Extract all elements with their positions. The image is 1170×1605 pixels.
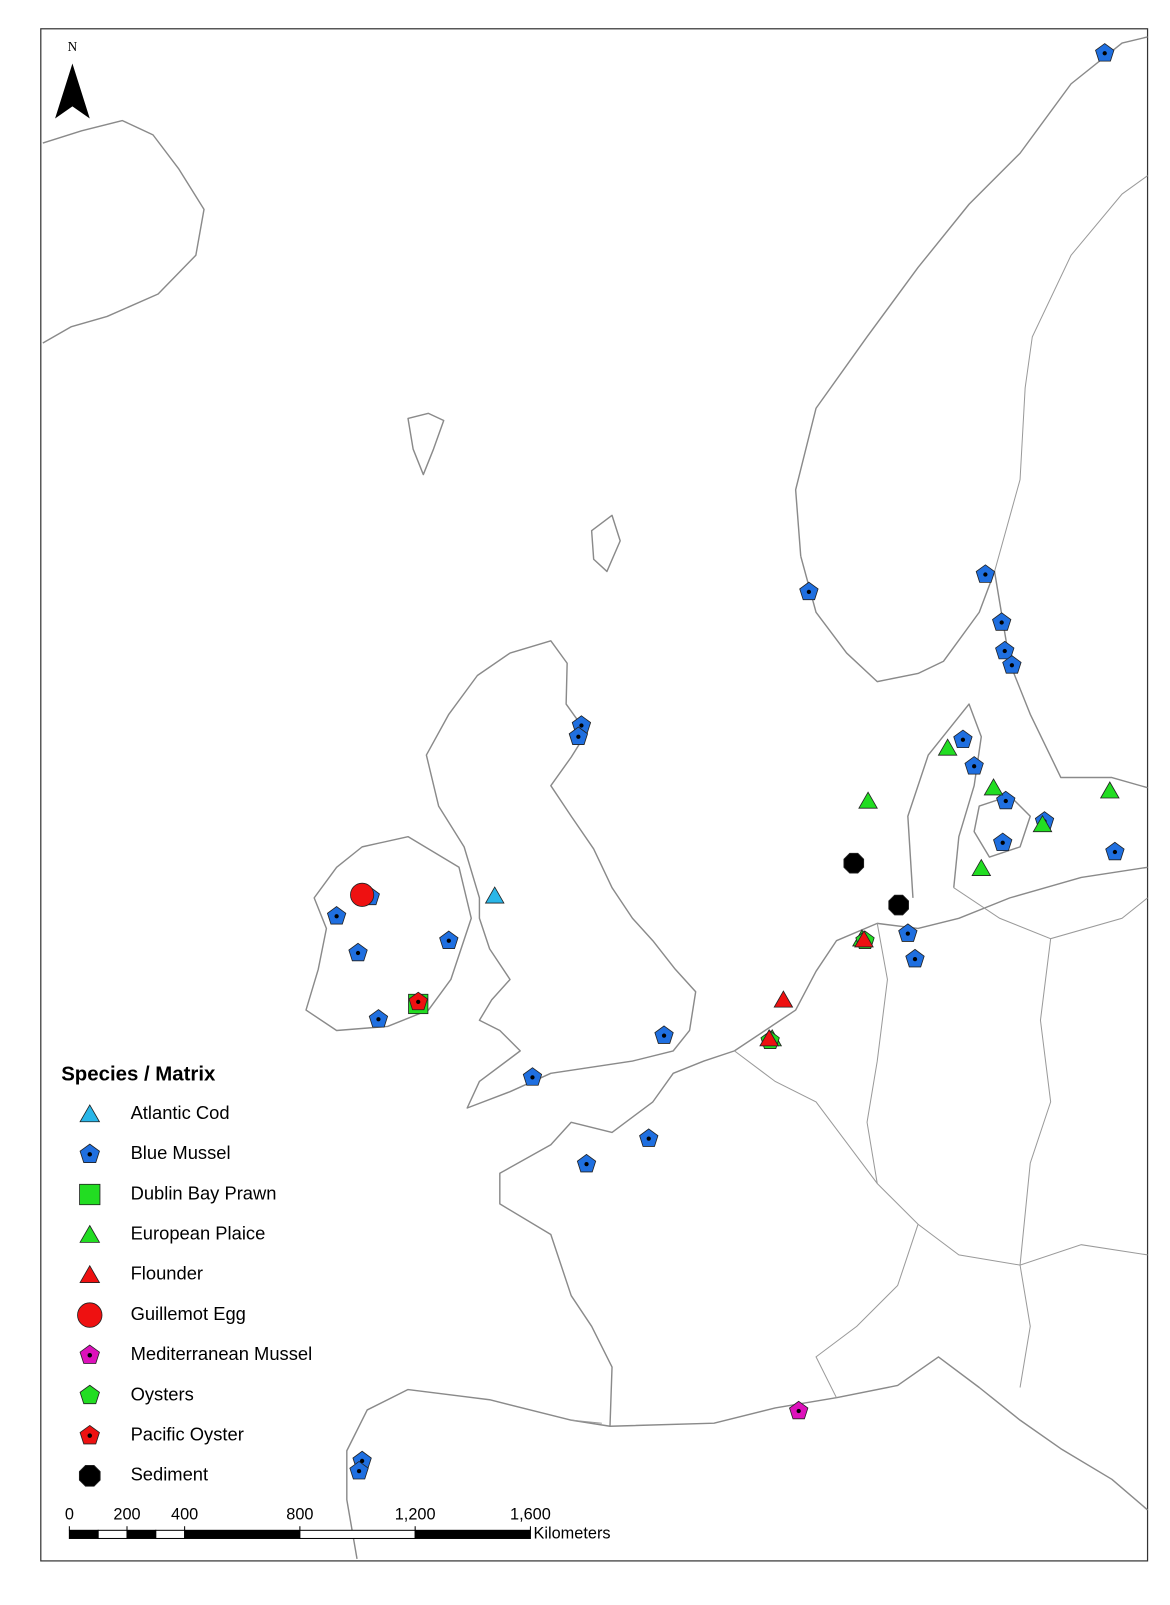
- legend-label: Guillemot Egg: [131, 1303, 246, 1324]
- center-dot: [356, 1469, 362, 1474]
- legend-label: Pacific Oyster: [131, 1423, 244, 1444]
- center-dot: [359, 1458, 365, 1464]
- center-dot: [1102, 51, 1107, 56]
- scale-label: 400: [171, 1505, 198, 1523]
- legend-label: Mediterranean Mussel: [131, 1343, 313, 1364]
- legend-label: Atlantic Cod: [131, 1102, 230, 1123]
- scale-segment: [184, 1529, 301, 1539]
- center-dot: [87, 1152, 93, 1157]
- legend-label: Sediment: [131, 1464, 209, 1485]
- scale-segment: [155, 1529, 186, 1539]
- triangle: [759, 1029, 780, 1047]
- triangle: [1099, 781, 1120, 799]
- center-dot: [905, 931, 910, 936]
- scale-label: 0: [65, 1505, 74, 1523]
- scale-label: 200: [113, 1505, 140, 1523]
- center-dot: [579, 723, 584, 728]
- center-dot: [806, 589, 812, 594]
- octagon: [843, 852, 865, 874]
- center-dot: [87, 1353, 93, 1358]
- center-dot: [355, 950, 361, 956]
- center-dot: [334, 914, 339, 919]
- scale-unit: Kilometers: [533, 1525, 610, 1543]
- triangle: [79, 1104, 101, 1123]
- triangle: [983, 778, 1004, 796]
- triangle: [937, 738, 958, 756]
- center-dot: [1009, 663, 1015, 668]
- center-dot: [1112, 849, 1118, 855]
- legend-label: Dublin Bay Prawn: [131, 1182, 277, 1203]
- circle: [350, 882, 375, 907]
- octagon: [888, 894, 909, 916]
- scale-label: 1,200: [395, 1505, 436, 1523]
- center-dot: [446, 938, 451, 943]
- center-dot: [912, 956, 918, 962]
- north-arrow: N: [55, 39, 90, 119]
- legend-title: Species / Matrix: [61, 1064, 216, 1086]
- scale-segment: [299, 1529, 416, 1539]
- center-dot: [87, 1433, 93, 1438]
- sites: [326, 43, 1125, 1480]
- legend-label: Flounder: [131, 1263, 203, 1284]
- triangle: [79, 1264, 101, 1283]
- center-dot: [796, 1408, 801, 1414]
- coastlines: [42, 36, 1149, 1559]
- map-frame: [40, 28, 1149, 1562]
- scale-segment: [126, 1529, 157, 1539]
- triangle: [1032, 814, 1053, 833]
- scale-label: 1,600: [510, 1505, 551, 1523]
- circle: [77, 1302, 103, 1328]
- triangle: [773, 990, 794, 1008]
- center-dot: [1003, 798, 1008, 804]
- legend-label: European Plaice: [131, 1223, 266, 1244]
- center-dot: [661, 1033, 667, 1038]
- center-dot: [999, 620, 1004, 625]
- center-dot: [530, 1075, 535, 1080]
- legend-label: Blue Mussel: [131, 1142, 231, 1163]
- center-dot: [983, 572, 988, 577]
- center-dot: [1000, 840, 1005, 845]
- center-dot: [376, 1017, 381, 1022]
- octagon: [78, 1465, 101, 1487]
- center-dot: [576, 734, 581, 739]
- legend-label: Oysters: [131, 1383, 194, 1404]
- center-dot: [584, 1161, 589, 1167]
- center-dot: [960, 737, 966, 742]
- scale-segment: [68, 1529, 99, 1539]
- scale-bar: 0 200 400 800 1,200 1,600 Kilometers: [65, 1505, 611, 1542]
- triangle: [79, 1224, 101, 1243]
- center-dot: [972, 764, 977, 769]
- scale-label: 800: [286, 1505, 313, 1523]
- triangle: [858, 791, 878, 809]
- triangle: [854, 930, 874, 948]
- triangle: [484, 886, 505, 904]
- north-label: N: [68, 39, 78, 54]
- center-dot: [416, 999, 421, 1005]
- scale-segment: [97, 1529, 128, 1539]
- legend: Atlantic Cod Blue Mussel Dublin Bay Prawn E…: [77, 1102, 313, 1487]
- scale-segment: [414, 1529, 531, 1539]
- center-dot: [1002, 648, 1007, 654]
- square: [79, 1183, 101, 1206]
- pentagon: [79, 1384, 100, 1405]
- center-dot: [646, 1136, 651, 1141]
- north-arrow-shape: [55, 63, 90, 119]
- triangle: [971, 858, 992, 876]
